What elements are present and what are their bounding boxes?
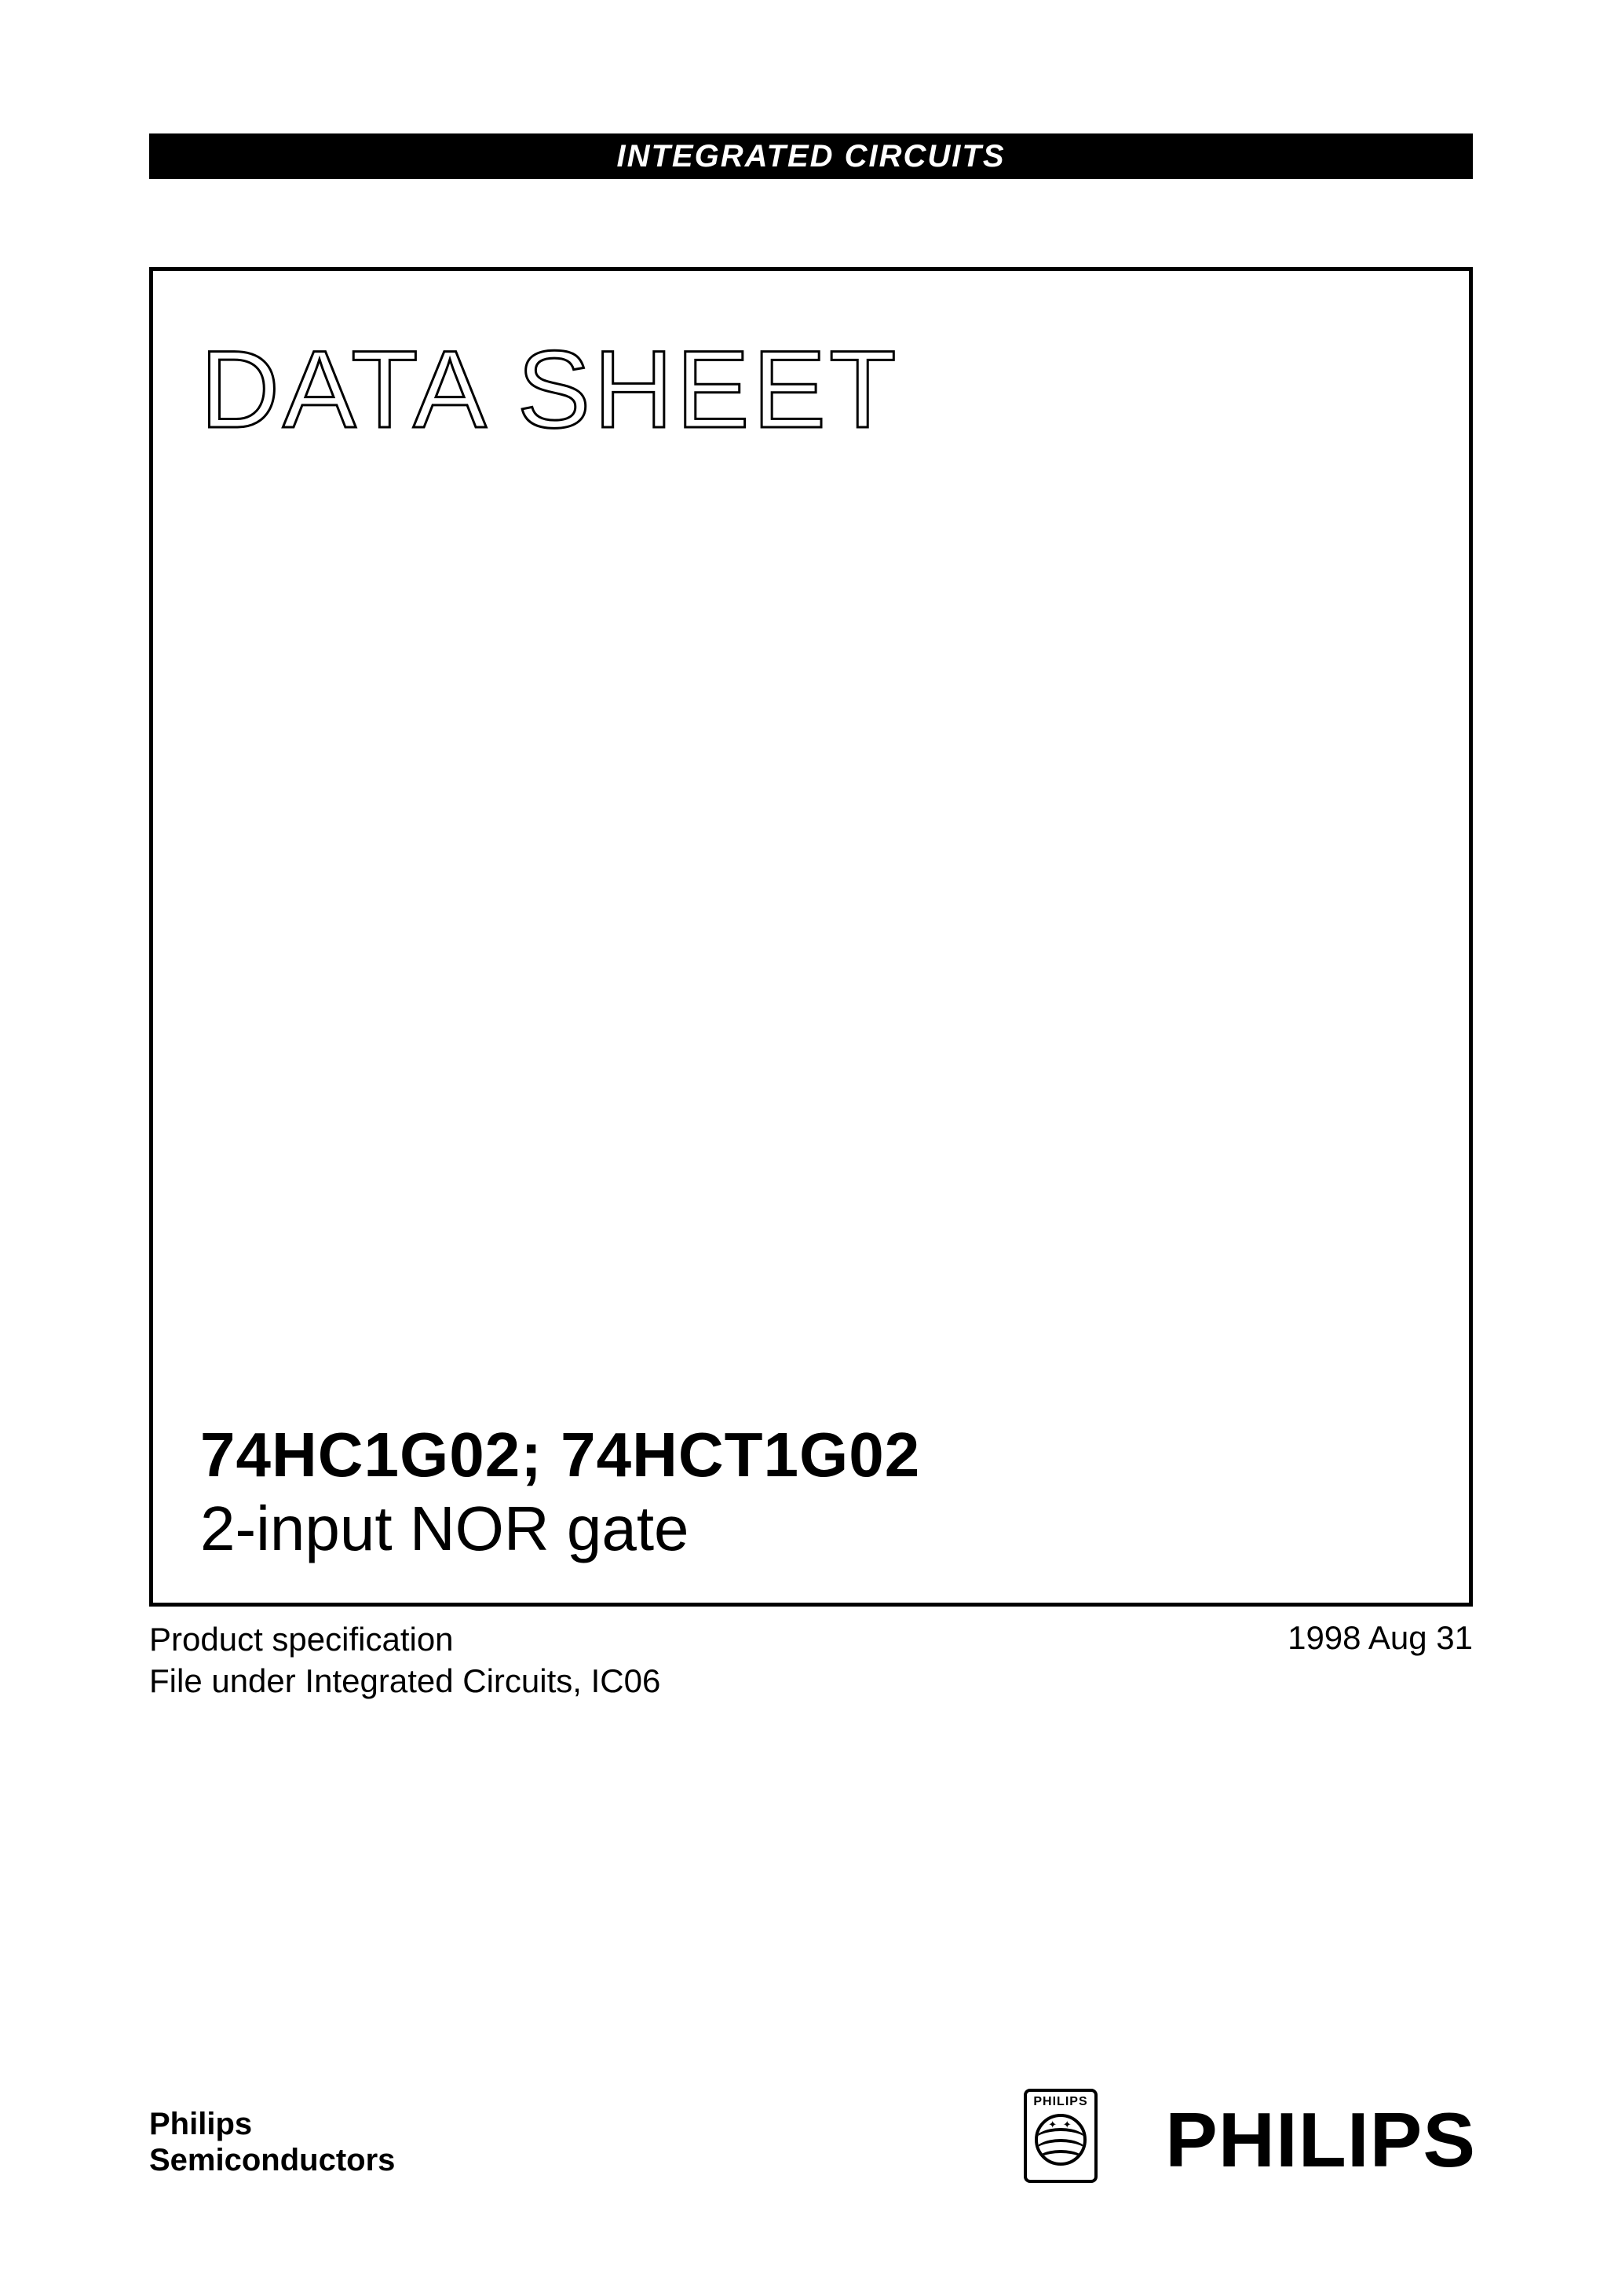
footer-brand-line1: Philips — [149, 2106, 395, 2142]
product-block: 74HC1G02; 74HCT1G02 2-input NOR gate — [200, 1419, 920, 1565]
spec-left: Product specification File under Integra… — [149, 1619, 660, 1702]
shield-text: PHILIPS — [1027, 2095, 1094, 2109]
footer: Philips Semiconductors PHILIPS ✦ ✦ PHILI… — [149, 2084, 1473, 2178]
philips-wordmark: PHILIPS — [1165, 2101, 1476, 2178]
footer-brand: Philips Semiconductors — [149, 2106, 395, 2178]
shield-border: PHILIPS ✦ ✦ — [1024, 2089, 1098, 2183]
spec-row: Product specification File under Integra… — [149, 1619, 1473, 1702]
product-name: 74HC1G02; 74HCT1G02 — [200, 1419, 920, 1491]
category-banner: INTEGRATED CIRCUITS — [149, 133, 1473, 179]
spec-line2: File under Integrated Circuits, IC06 — [149, 1661, 660, 1702]
datasheet-box: DATA SHEET 74HC1G02; 74HCT1G02 2-input N… — [149, 267, 1473, 1607]
product-description: 2-input NOR gate — [200, 1493, 920, 1565]
spec-line1: Product specification — [149, 1619, 660, 1661]
shield-circle: ✦ ✦ — [1035, 2114, 1087, 2166]
footer-brand-line2: Semiconductors — [149, 2142, 395, 2178]
philips-shield-icon: PHILIPS ✦ ✦ — [1024, 2089, 1098, 2183]
datasheet-title: DATA SHEET — [200, 326, 900, 453]
page-content: INTEGRATED CIRCUITS DATA SHEET 74HC1G02;… — [149, 0, 1473, 2296]
spec-date: 1998 Aug 31 — [1288, 1619, 1473, 1702]
category-label: INTEGRATED CIRCUITS — [616, 139, 1005, 174]
